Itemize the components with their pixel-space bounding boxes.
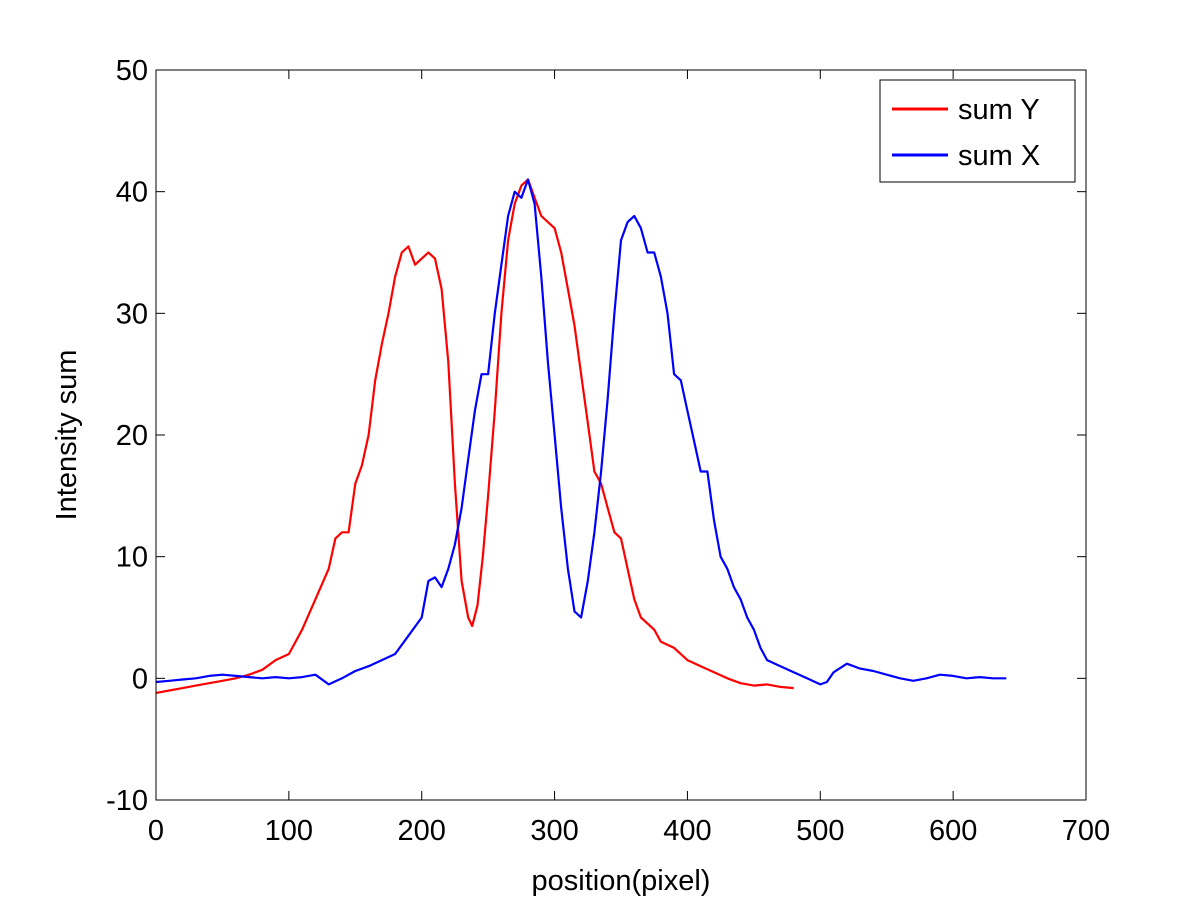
x-tick-label: 400 [663,815,711,847]
x-tick-label: 300 [530,815,578,847]
x-tick-label: 500 [796,815,844,847]
y-axis-label: Intensity sum [51,350,83,521]
x-tick-label: 0 [148,815,164,847]
series-line-sum-y [155,178,794,694]
x-tick-label: 700 [1062,815,1110,847]
x-axis-label: position(pixel) [532,865,711,897]
y-tick-label: 20 [116,420,148,452]
legend: sum Y sum X [879,79,1076,183]
y-tick-label: 10 [116,542,148,574]
y-tick-label: 50 [116,55,148,87]
legend-label-sum-x: sum X [958,140,1040,172]
y-tick-label: 0 [132,663,148,695]
y-tick-label: 40 [116,177,148,209]
series-line-sum-x [155,178,1007,686]
ticks-layer [155,69,1087,801]
y-tick-label: -10 [106,785,148,817]
y-tick-labels: -10 0 10 20 30 40 50 [106,55,148,817]
x-tick-label: 600 [929,815,977,847]
series-layer [155,178,1007,694]
legend-label-sum-y: sum Y [958,94,1040,126]
legend-box [879,79,1076,183]
x-tick-label: 100 [265,815,313,847]
x-tick-labels: 0 100 200 300 400 500 600 700 [148,815,1110,847]
plot-background [156,70,1086,800]
y-tick-label: 30 [116,298,148,330]
x-tick-label: 200 [398,815,446,847]
